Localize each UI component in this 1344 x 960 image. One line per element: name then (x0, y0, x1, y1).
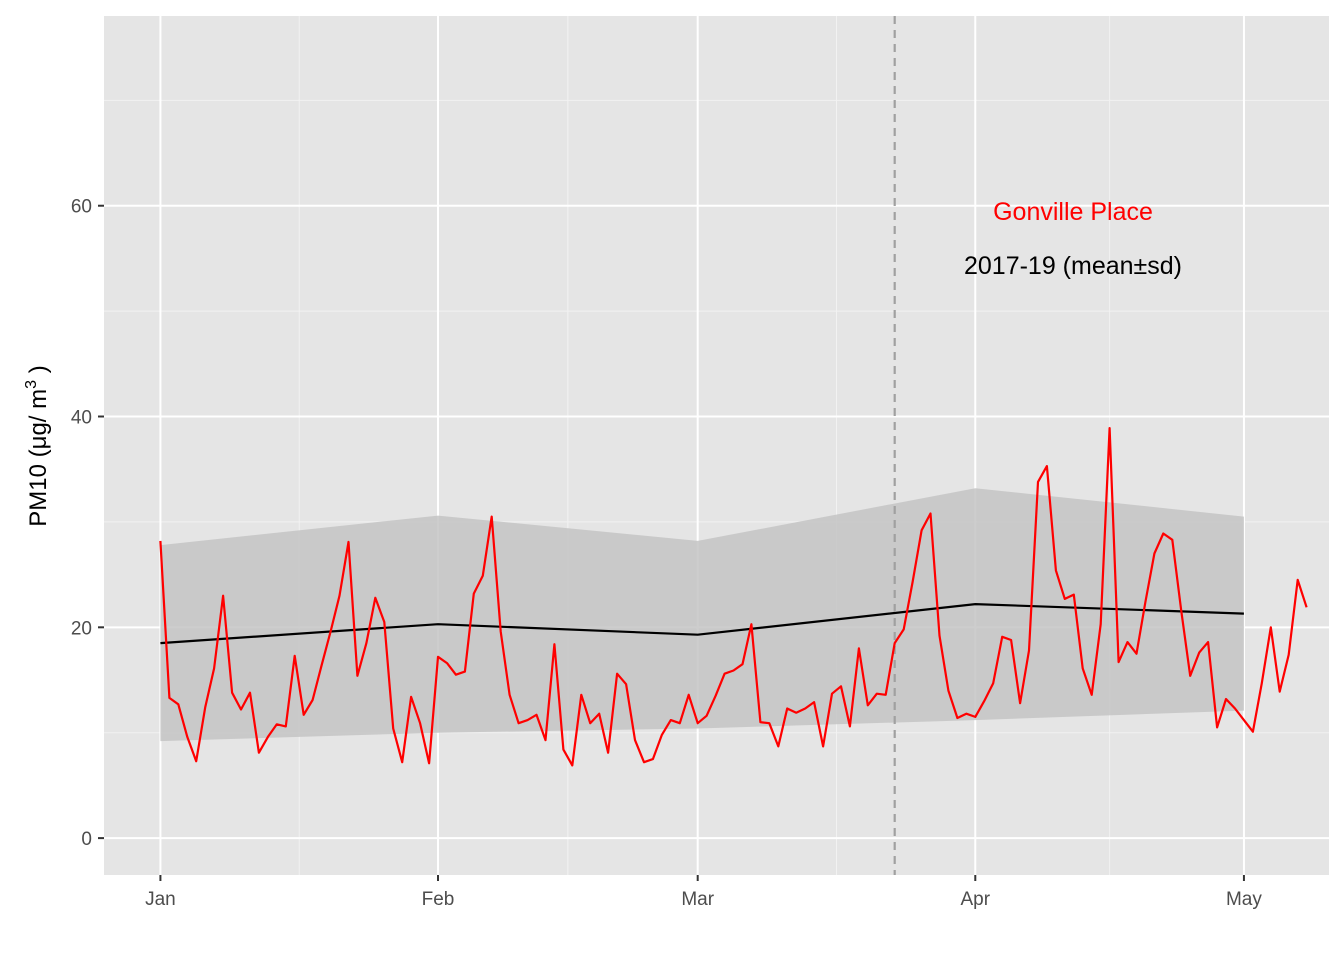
x-tick-label: May (1226, 889, 1262, 910)
series-line-gonville-place (159, 427, 1308, 767)
y-axis-title: PM10 (μg/ m3 ) (23, 365, 52, 526)
baseline-mean-line (160, 602, 1244, 645)
panel-background (104, 16, 1329, 875)
y-tick-label: 0 (81, 829, 92, 850)
annotation-baseline: 2017-19 (mean±sd) (964, 252, 1182, 280)
y-axis: 0 20 40 60 (71, 197, 104, 850)
x-tick-label: Mar (681, 889, 714, 910)
y-tick-label: 20 (71, 618, 92, 639)
y-tick-label: 60 (71, 197, 92, 218)
x-tick-label: Apr (961, 889, 991, 910)
annotation-site: Gonville Place (993, 198, 1153, 226)
y-tick-label: 40 (71, 408, 92, 429)
x-tick-label: Feb (422, 889, 455, 910)
x-tick-label: Jan (145, 889, 176, 910)
x-axis: Jan Feb Mar Apr May (145, 875, 1262, 910)
baseline-sd-band (160, 488, 1244, 742)
minor-gridlines (104, 16, 1329, 875)
